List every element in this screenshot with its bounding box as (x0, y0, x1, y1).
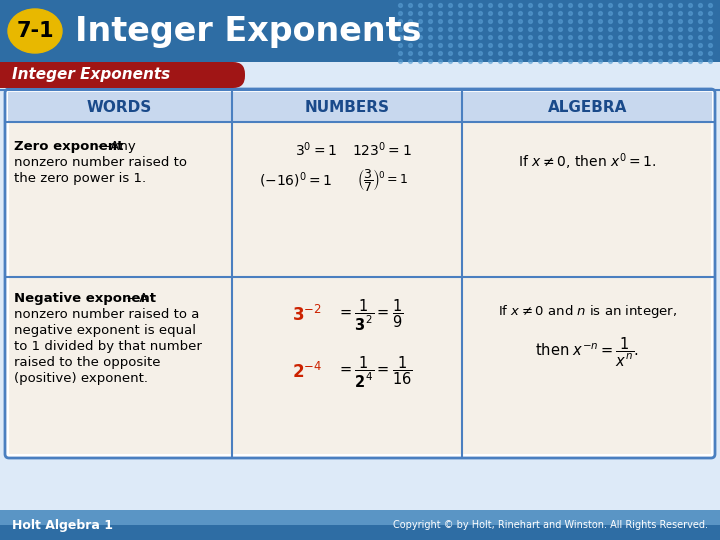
Text: NUMBERS: NUMBERS (305, 99, 390, 114)
Text: Copyright © by Holt, Rinehart and Winston. All Rights Reserved.: Copyright © by Holt, Rinehart and Winsto… (393, 520, 708, 530)
Text: $= \dfrac{1}{\mathbf{3}^2} = \dfrac{1}{9}$: $= \dfrac{1}{\mathbf{3}^2} = \dfrac{1}{9… (337, 298, 403, 333)
Bar (8, 92, 231, 122)
Text: ALGEBRA: ALGEBRA (548, 99, 627, 114)
Text: raised to the opposite: raised to the opposite (14, 356, 161, 369)
Text: nonzero number raised to a: nonzero number raised to a (14, 308, 199, 321)
Text: —Any: —Any (97, 140, 136, 153)
Text: then $x^{-n} = \dfrac{1}{x^n}.$: then $x^{-n} = \dfrac{1}{x^n}.$ (536, 335, 639, 369)
Text: Negative exponent: Negative exponent (14, 292, 156, 305)
Text: $(-16)^0 = 1$: $(-16)^0 = 1$ (258, 170, 332, 190)
FancyBboxPatch shape (5, 89, 715, 458)
Bar (0, 510, 720, 525)
Text: Integer Exponents: Integer Exponents (12, 68, 170, 83)
Text: Zero exponent: Zero exponent (14, 140, 123, 153)
Text: If $x \neq 0$ and $n$ is an integer,: If $x \neq 0$ and $n$ is an integer, (498, 303, 677, 321)
Bar (0, 62, 20, 88)
Ellipse shape (8, 9, 62, 53)
Text: Integer Exponents: Integer Exponents (75, 15, 421, 48)
Bar (233, 92, 461, 122)
Text: $\mathbf{3}^{-2}$: $\mathbf{3}^{-2}$ (292, 305, 322, 325)
Text: $3^0 = 1$: $3^0 = 1$ (294, 141, 337, 159)
Text: $123^0 = 1$: $123^0 = 1$ (352, 141, 412, 159)
Text: (positive) exponent.: (positive) exponent. (14, 372, 148, 385)
FancyBboxPatch shape (0, 62, 245, 88)
Text: $= \dfrac{1}{\mathbf{2}^4} = \dfrac{1}{16}$: $= \dfrac{1}{\mathbf{2}^4} = \dfrac{1}{1… (337, 354, 413, 390)
Text: $\mathbf{2}^{-4}$: $\mathbf{2}^{-4}$ (292, 362, 322, 382)
Text: WORDS: WORDS (87, 99, 152, 114)
Text: If $x \neq 0$, then $x^0 = 1.$: If $x \neq 0$, then $x^0 = 1.$ (518, 152, 657, 172)
Bar (463, 92, 712, 122)
Text: to 1 divided by that number: to 1 divided by that number (14, 340, 202, 353)
Text: $\left(\dfrac{3}{7}\right)^{\!0} = 1$: $\left(\dfrac{3}{7}\right)^{\!0} = 1$ (357, 167, 408, 193)
Text: —A: —A (126, 292, 148, 305)
Text: negative exponent is equal: negative exponent is equal (14, 324, 196, 337)
Bar (9, 278, 711, 454)
Text: the zero power is 1.: the zero power is 1. (14, 172, 146, 185)
Bar (9, 123, 711, 276)
Text: nonzero number raised to: nonzero number raised to (14, 156, 187, 169)
Text: Holt Algebra 1: Holt Algebra 1 (12, 518, 113, 531)
Bar (0, 525, 720, 540)
Bar (0, 0, 720, 62)
Text: 7-1: 7-1 (16, 21, 54, 41)
